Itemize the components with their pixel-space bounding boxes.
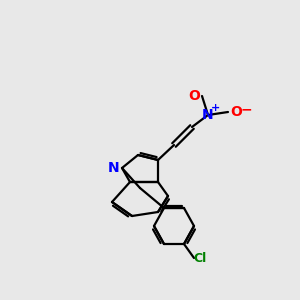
Text: O: O	[230, 105, 242, 119]
Text: +: +	[212, 103, 220, 113]
Text: O: O	[188, 89, 200, 103]
Text: N: N	[202, 108, 214, 122]
Text: N: N	[108, 161, 120, 175]
Text: −: −	[240, 102, 252, 116]
Text: Cl: Cl	[194, 251, 207, 265]
